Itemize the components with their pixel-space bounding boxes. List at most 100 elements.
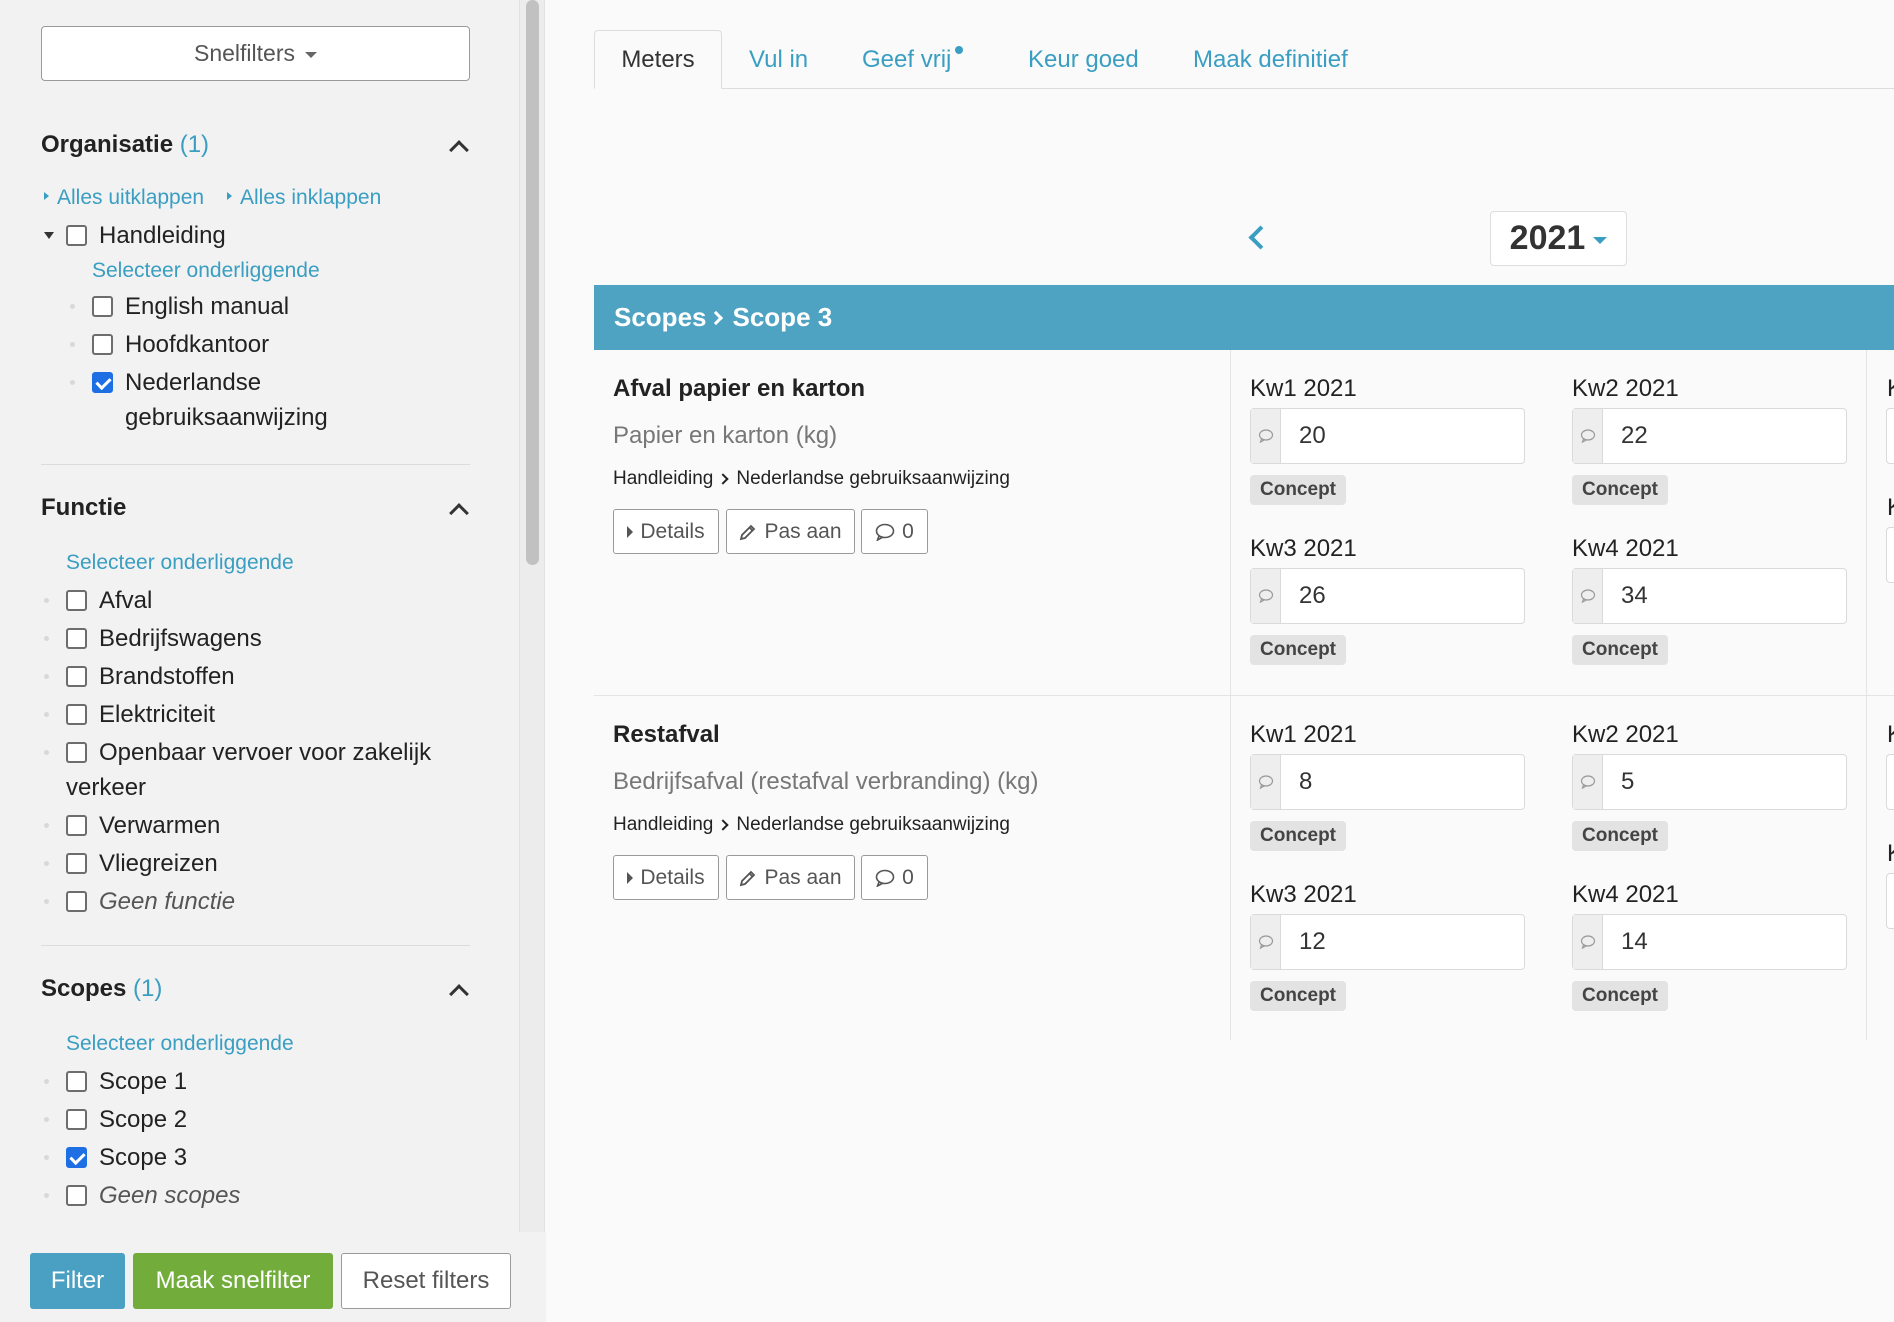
org-item-hoofdkantoor[interactable]: Hoofdkantoor — [92, 327, 269, 362]
checkbox-checked[interactable] — [66, 1147, 87, 1168]
comment-icon[interactable] — [1573, 569, 1603, 623]
comment-icon[interactable] — [1251, 755, 1281, 809]
functie-item-vliegreizen[interactable]: Vliegreizen — [66, 846, 218, 881]
scope-item-2[interactable]: Scope 2 — [66, 1102, 187, 1137]
comment-bubble-icon — [875, 523, 895, 541]
comment-icon[interactable] — [1573, 755, 1603, 809]
clipped-quarter-input[interactable] — [1886, 873, 1894, 929]
year-select[interactable]: 2021 — [1490, 211, 1627, 266]
comment-icon[interactable] — [1573, 409, 1603, 463]
quarter-input[interactable]: 22 — [1572, 408, 1847, 464]
checkbox[interactable] — [92, 334, 113, 355]
quarter-label: Kw4 2021 — [1572, 881, 1679, 908]
functie-item-afval[interactable]: Afval — [66, 583, 152, 618]
snelfilters-dropdown[interactable]: Snelfilters — [41, 26, 470, 81]
comment-icon[interactable] — [1251, 409, 1281, 463]
scope-item-geen[interactable]: Geen scopes — [66, 1178, 240, 1213]
checkbox[interactable] — [66, 1185, 87, 1206]
quarter-input[interactable]: 14 — [1572, 914, 1847, 970]
make-snelfilter-button[interactable]: Maak snelfilter — [133, 1253, 333, 1309]
breadcrumb-scopes[interactable]: Scopes — [614, 302, 707, 332]
scope-item-3[interactable]: Scope 3 — [66, 1140, 187, 1175]
scope-breadcrumb-bar: Scopes Scope 3 — [594, 285, 1894, 350]
previous-year-chevron-icon[interactable] — [1248, 225, 1273, 250]
quarter-input[interactable]: 5 — [1572, 754, 1847, 810]
checkbox[interactable] — [66, 891, 87, 912]
checkbox[interactable] — [66, 1109, 87, 1130]
checkbox[interactable] — [66, 815, 87, 836]
status-badge: Concept — [1250, 635, 1346, 665]
edit-button[interactable]: Pas aan — [726, 509, 855, 554]
tab-meters[interactable]: Meters — [594, 30, 722, 89]
quarter-input[interactable]: 8 — [1250, 754, 1525, 810]
tab-keur-goed[interactable]: Keur goed — [1028, 45, 1139, 73]
sidebar-scrollbar[interactable] — [519, 0, 545, 1232]
tab-maak-definitief[interactable]: Maak definitief — [1193, 45, 1348, 73]
org-item-handleiding[interactable]: Handleiding — [66, 218, 226, 253]
section-divider — [41, 945, 470, 946]
comments-button[interactable]: 0 — [861, 509, 928, 554]
functie-heading[interactable]: Functie — [41, 494, 126, 522]
pencil-icon — [739, 523, 757, 541]
comments-button[interactable]: 0 — [861, 855, 928, 900]
quarter-input[interactable]: 34 — [1572, 568, 1847, 624]
reset-filters-button[interactable]: Reset filters — [341, 1253, 511, 1309]
checkbox[interactable] — [66, 1071, 87, 1092]
details-button[interactable]: Details — [613, 855, 719, 900]
checkbox[interactable] — [66, 590, 87, 611]
checkbox[interactable] — [66, 666, 87, 687]
comment-icon[interactable] — [1251, 569, 1281, 623]
checkbox[interactable] — [66, 225, 87, 246]
checkbox[interactable] — [92, 296, 113, 317]
functie-item-brandstoffen[interactable]: Brandstoffen — [66, 659, 235, 694]
edit-button[interactable]: Pas aan — [726, 855, 855, 900]
collapse-all-link[interactable]: Alles inklappen — [227, 186, 381, 210]
functie-item-openbaar-vervoer[interactable]: Openbaar vervoer voor zakelijk verkeer — [66, 739, 432, 801]
meter-title[interactable]: Afval papier en karton — [613, 375, 866, 402]
tab-vul-in[interactable]: Vul in — [749, 45, 809, 73]
tree-toggle-icon[interactable] — [44, 232, 54, 239]
organisatie-heading[interactable]: Organisatie (1) — [41, 131, 209, 159]
quarter-input[interactable]: 20 — [1250, 408, 1525, 464]
pencil-icon — [739, 869, 757, 887]
status-badge: Concept — [1572, 475, 1668, 505]
scope-item-1[interactable]: Scope 1 — [66, 1064, 187, 1099]
quarter-input[interactable]: 12 — [1250, 914, 1525, 970]
quarter-input[interactable]: 26 — [1250, 568, 1525, 624]
filter-button[interactable]: Filter — [30, 1253, 125, 1309]
collapse-organisatie-icon[interactable] — [449, 140, 469, 160]
clipped-quarter-input[interactable] — [1886, 754, 1894, 810]
checkbox[interactable] — [66, 704, 87, 725]
scopes-heading[interactable]: Scopes (1) — [41, 975, 162, 1003]
org-item-english-manual[interactable]: English manual — [92, 289, 289, 324]
status-badge: Concept — [1250, 475, 1346, 505]
tab-geef-vrij[interactable]: Geef vrij — [862, 30, 964, 89]
organisatie-count: (1) — [179, 131, 210, 158]
status-badge: Concept — [1250, 821, 1346, 851]
chevron-right-icon — [708, 310, 723, 325]
org-item-nederlandse-gebruiksaanwijzing[interactable]: Nederlandse gebruiksaanwijzing — [92, 365, 412, 435]
clipped-quarter-input[interactable] — [1886, 527, 1894, 583]
select-children-functie-link[interactable]: Selecteer onderliggende — [66, 551, 294, 574]
select-children-scopes-link[interactable]: Selecteer onderliggende — [66, 1032, 294, 1055]
tree-bullet — [44, 674, 49, 679]
functie-item-bedrijfswagens[interactable]: Bedrijfswagens — [66, 621, 262, 656]
checkbox[interactable] — [66, 628, 87, 649]
row-divider — [594, 695, 1894, 696]
collapse-functie-icon[interactable] — [449, 503, 469, 523]
functie-item-elektriciteit[interactable]: Elektriciteit — [66, 697, 215, 732]
comment-icon[interactable] — [1251, 915, 1281, 969]
functie-item-verwarmen[interactable]: Verwarmen — [66, 808, 220, 843]
clipped-quarter-input[interactable] — [1886, 408, 1894, 464]
details-button[interactable]: Details — [613, 509, 719, 554]
scrollbar-thumb[interactable] — [526, 0, 539, 565]
meter-title[interactable]: Restafval — [613, 721, 720, 748]
expand-all-link[interactable]: Alles uitklappen — [44, 186, 204, 210]
checkbox[interactable] — [66, 742, 87, 763]
collapse-scopes-icon[interactable] — [449, 984, 469, 1004]
comment-icon[interactable] — [1573, 915, 1603, 969]
checkbox[interactable] — [66, 853, 87, 874]
functie-item-geen-functie[interactable]: Geen functie — [66, 884, 235, 919]
checkbox-checked[interactable] — [92, 372, 113, 393]
select-children-org-link[interactable]: Selecteer onderliggende — [92, 259, 320, 282]
